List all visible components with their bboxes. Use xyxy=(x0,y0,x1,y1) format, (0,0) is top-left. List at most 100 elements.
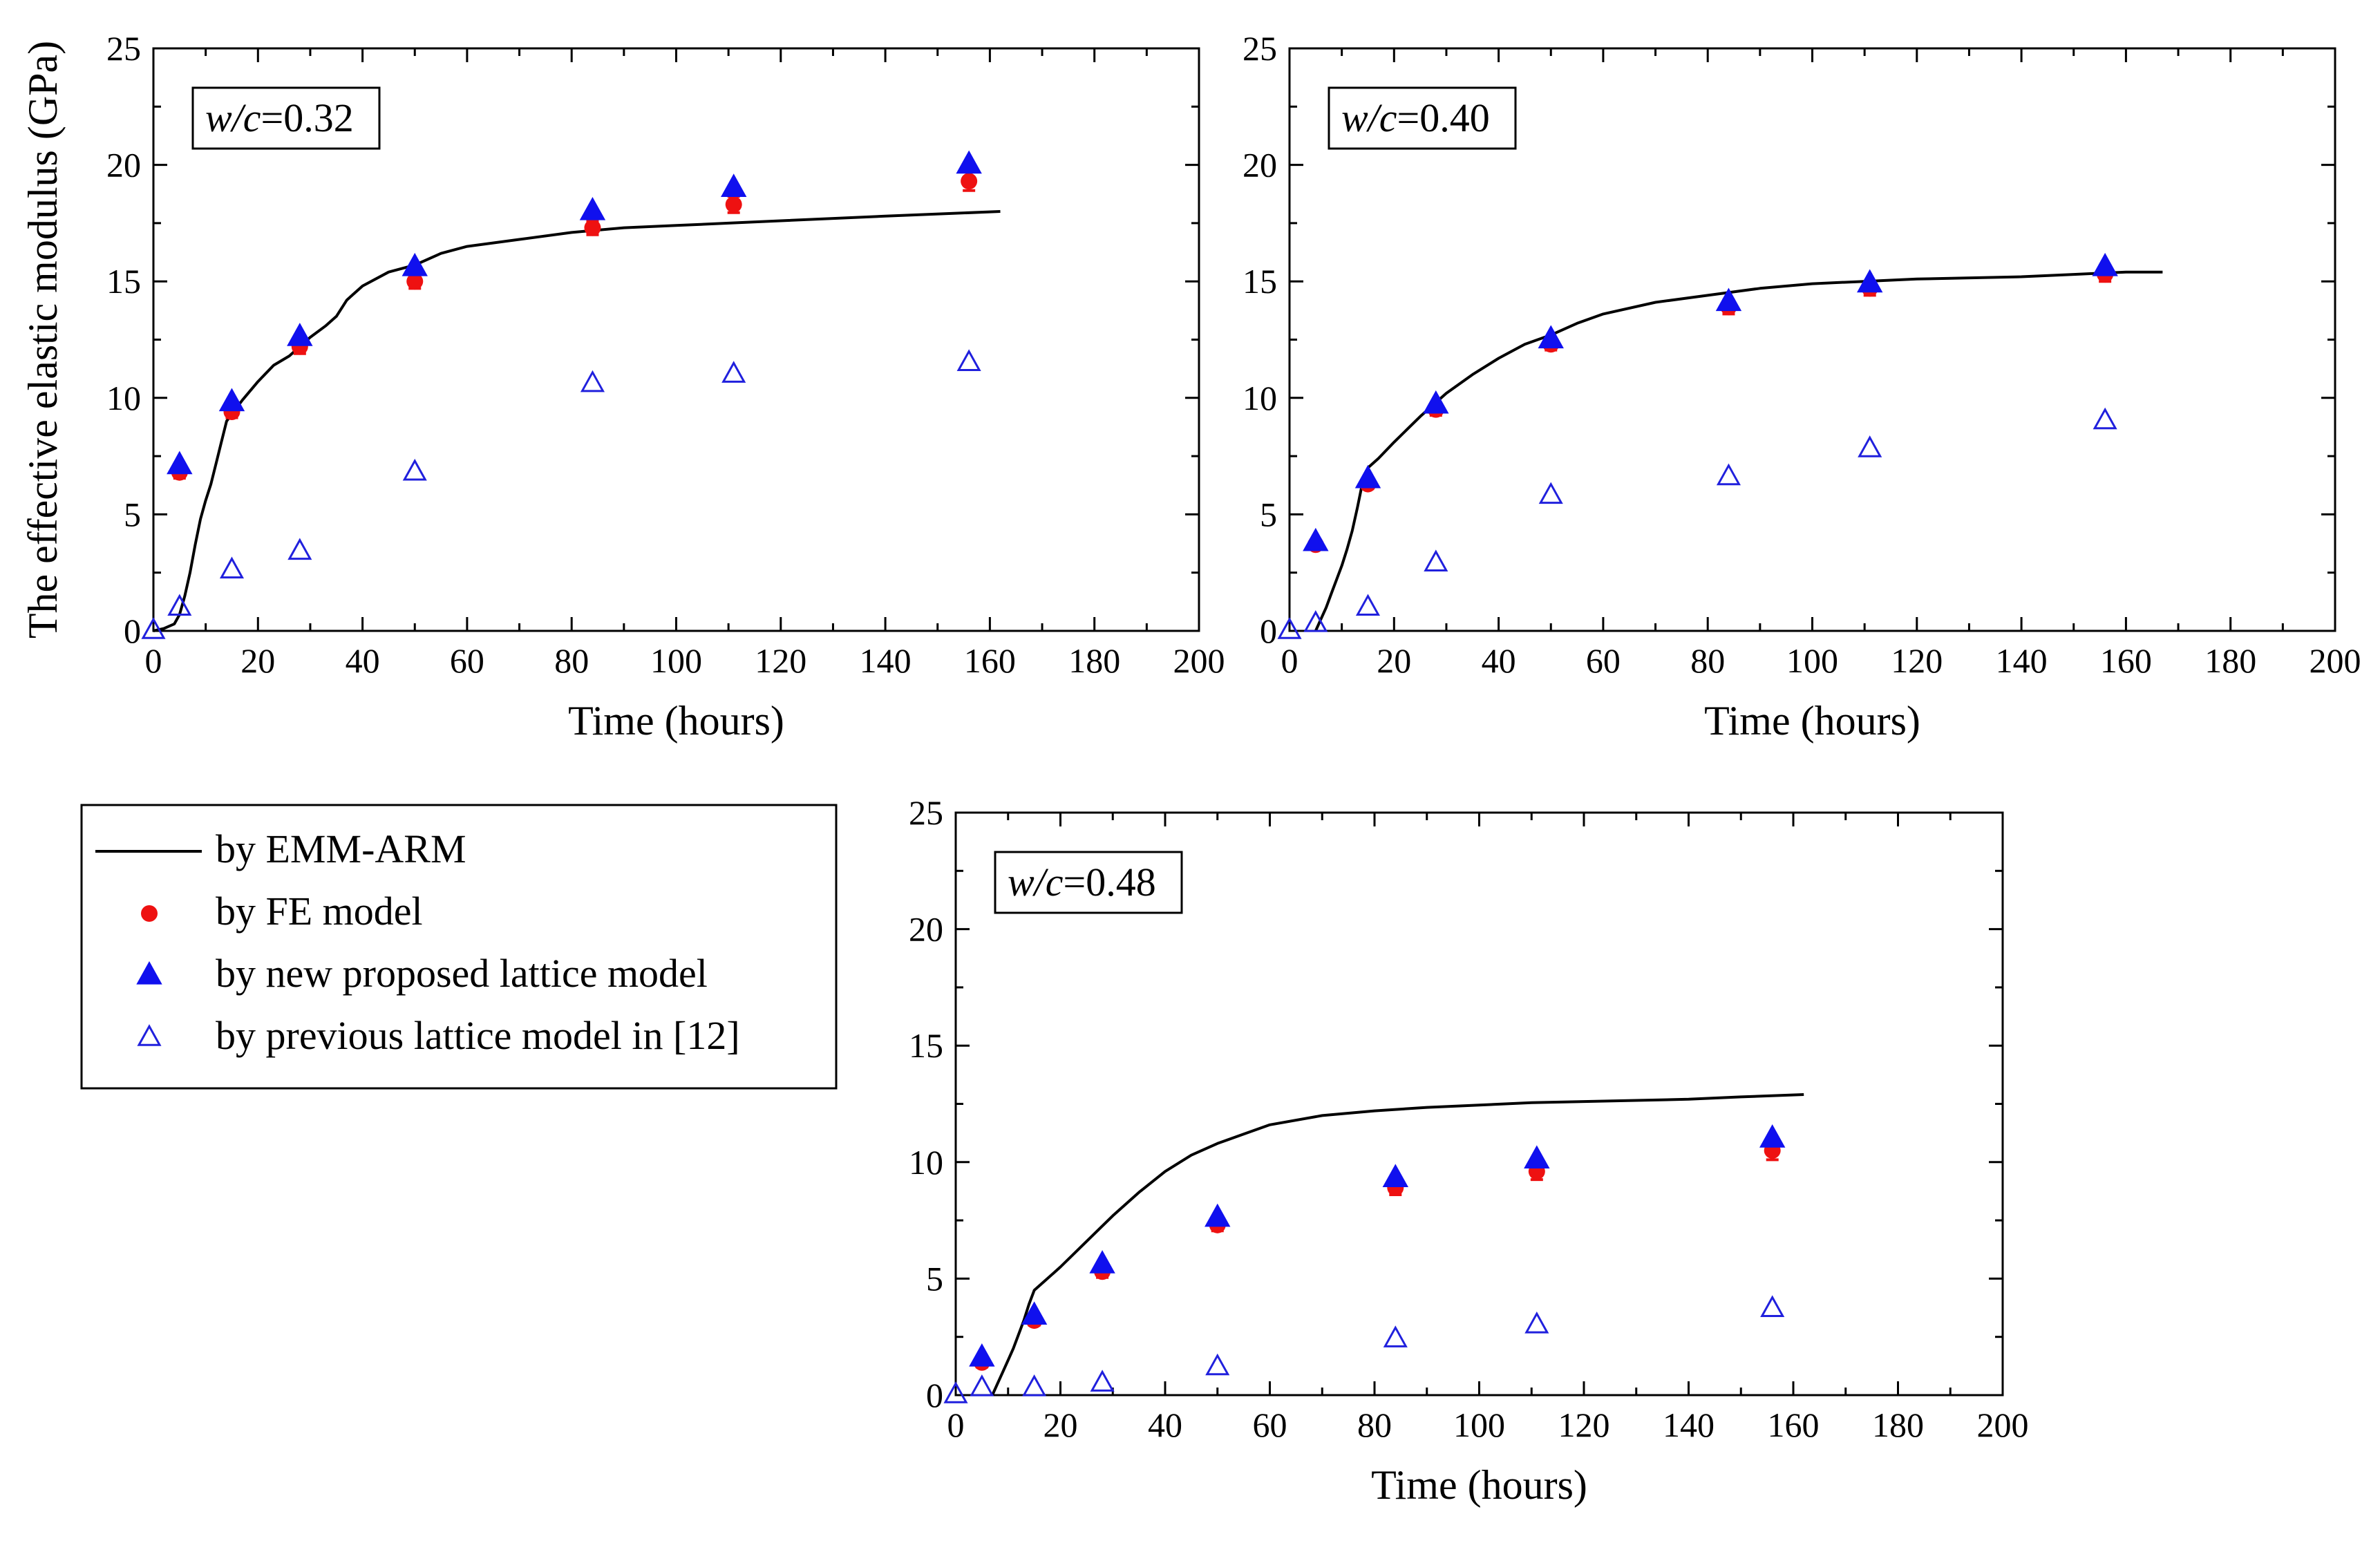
y-axis-label: The effective elastic modulus (GPa) xyxy=(20,41,66,638)
new-lattice-point xyxy=(167,451,193,475)
y-tick-label: 25 xyxy=(106,29,141,68)
annotation-box xyxy=(1328,86,1517,150)
x-tick-label: 140 xyxy=(1663,1405,1715,1444)
legend-dot-marker xyxy=(141,905,158,922)
x-tick-label: 160 xyxy=(2100,641,2152,680)
y-tick-label: 10 xyxy=(1243,379,1277,417)
y-tick-label: 25 xyxy=(909,793,943,832)
y-tick-label: 15 xyxy=(1243,262,1277,301)
legend-label-previous-lattice: by previous lattice model in [12] xyxy=(216,1013,740,1058)
x-tick-label: 60 xyxy=(450,641,484,680)
x-axis-label: Time (hours) xyxy=(1704,698,1920,744)
x-tick-label: 200 xyxy=(1977,1405,2029,1444)
x-tick-label: 140 xyxy=(860,641,912,680)
y-tick-label: 0 xyxy=(926,1376,943,1414)
new-lattice-point xyxy=(2092,252,2118,276)
y-tick-label: 20 xyxy=(1243,146,1277,184)
x-tick-label: 200 xyxy=(1173,641,1225,680)
previous-lattice-point xyxy=(141,617,166,639)
y-tick-label: 5 xyxy=(1260,495,1277,533)
x-tick-label: 40 xyxy=(1148,1405,1182,1444)
x-tick-label: 80 xyxy=(1357,1405,1392,1444)
x-tick-label: 20 xyxy=(240,641,275,680)
previous-lattice-point xyxy=(1303,610,1328,632)
legend-label-new-lattice: by new proposed lattice model xyxy=(216,951,708,996)
legend-label-emm-arm: by EMM-ARM xyxy=(216,826,466,871)
legend-filled-triangle-marker xyxy=(136,960,162,985)
annotation-label: w/c=0.48 xyxy=(1008,860,1156,905)
x-tick-label: 0 xyxy=(947,1405,965,1444)
y-tick-label: 5 xyxy=(124,495,141,533)
y-tick-label: 15 xyxy=(106,262,141,301)
new-lattice-point xyxy=(956,150,982,174)
previous-lattice-point xyxy=(1205,1353,1230,1376)
x-tick-label: 40 xyxy=(1482,641,1516,680)
annotation-value: =0.40 xyxy=(1397,95,1490,140)
x-tick-label: 100 xyxy=(1786,641,1838,680)
y-tick-label: 15 xyxy=(909,1026,943,1065)
x-axis-label: Time (hours) xyxy=(1371,1462,1587,1508)
previous-lattice-point xyxy=(580,370,605,392)
previous-lattice-point xyxy=(402,458,427,481)
legend-open-triangle-marker xyxy=(137,1024,162,1046)
y-tick-label: 20 xyxy=(106,146,141,184)
fe-model-point xyxy=(406,273,424,290)
new-lattice-point xyxy=(1089,1250,1115,1274)
x-tick-label: 180 xyxy=(1872,1405,1924,1444)
annotation-label: w/c=0.32 xyxy=(205,95,354,140)
y-tick-label: 25 xyxy=(1243,29,1277,68)
previous-lattice-point xyxy=(1524,1312,1549,1334)
new-lattice-point xyxy=(1524,1145,1550,1169)
y-tick-label: 5 xyxy=(926,1259,943,1298)
x-tick-label: 0 xyxy=(1281,641,1298,680)
x-tick-label: 20 xyxy=(1377,641,1411,680)
new-lattice-point xyxy=(1715,287,1742,312)
new-lattice-point xyxy=(1538,325,1564,349)
previous-lattice-point xyxy=(1090,1370,1115,1392)
x-tick-label: 180 xyxy=(1068,641,1120,680)
annotation-value: =0.32 xyxy=(261,95,354,140)
previous-lattice-point xyxy=(167,594,192,616)
x-axis-label: Time (hours) xyxy=(568,698,784,744)
previous-lattice-point xyxy=(1355,594,1381,616)
emm-arm-line xyxy=(991,1093,1804,1396)
new-lattice-point xyxy=(287,323,313,346)
previous-lattice-point xyxy=(219,556,245,579)
annotation-value: =0.48 xyxy=(1064,860,1156,905)
x-tick-label: 140 xyxy=(1996,641,2048,680)
x-tick-label: 200 xyxy=(2310,641,2361,680)
new-lattice-point xyxy=(1303,527,1329,551)
previous-lattice-point xyxy=(2093,407,2117,430)
x-tick-label: 160 xyxy=(964,641,1016,680)
new-lattice-point xyxy=(1759,1124,1786,1148)
previous-lattice-point xyxy=(1424,549,1448,571)
annotation-italic: w/c xyxy=(1341,95,1397,140)
annotation-box xyxy=(994,851,1183,914)
annotation-italic: w/c xyxy=(205,95,261,140)
new-lattice-point xyxy=(1354,464,1381,489)
x-tick-label: 120 xyxy=(755,641,806,680)
annotation-italic: w/c xyxy=(1008,860,1064,905)
x-tick-label: 60 xyxy=(1253,1405,1287,1444)
new-lattice-point xyxy=(969,1343,995,1367)
x-tick-label: 60 xyxy=(1586,641,1621,680)
annotation-box xyxy=(191,86,381,150)
fe-model-point xyxy=(584,219,601,236)
previous-lattice-point xyxy=(1538,482,1563,504)
x-tick-label: 20 xyxy=(1043,1405,1078,1444)
annotation-label: w/c=0.40 xyxy=(1341,95,1490,140)
fe-model-point xyxy=(961,173,978,190)
panel-wc-040: 0 20 40 60 80 100 120 140 160 180 200 0 5 10 15 20 25 Tim… xyxy=(1243,29,2361,744)
legend-marks xyxy=(95,850,202,1046)
x-tick-label: 80 xyxy=(554,641,589,680)
new-lattice-point xyxy=(579,197,606,220)
emm-arm-line xyxy=(153,210,1001,632)
y-tick-label: 10 xyxy=(106,379,141,417)
new-lattice-point xyxy=(218,388,245,412)
new-lattice-point xyxy=(1205,1203,1231,1227)
previous-lattice-point xyxy=(721,361,746,383)
legend-label-fe-model: by FE model xyxy=(216,889,423,934)
x-tick-label: 100 xyxy=(1453,1405,1505,1444)
new-lattice-point xyxy=(1423,390,1449,414)
